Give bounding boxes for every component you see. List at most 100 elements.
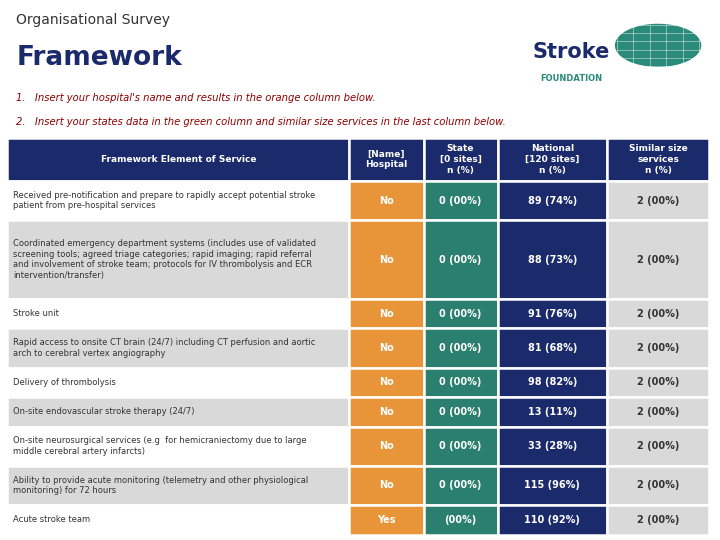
Bar (7, 466, 349, 505)
Bar (349, 427, 423, 466)
Text: Similar size
services
n (%): Similar size services n (%) (629, 144, 688, 174)
Text: Stroke: Stroke (533, 42, 611, 62)
Text: 0 (00%): 0 (00%) (439, 254, 482, 265)
Text: On-site neurosurgical services (e.g  for hemicraniectomy due to large
middle cer: On-site neurosurgical services (e.g for … (13, 436, 307, 456)
Text: No: No (379, 407, 394, 417)
Bar (498, 328, 607, 368)
Bar (498, 505, 607, 535)
Bar (607, 138, 709, 181)
Text: 2 (00%): 2 (00%) (637, 254, 679, 265)
Ellipse shape (615, 24, 701, 67)
Bar (607, 181, 709, 220)
Bar (7, 299, 349, 328)
Bar (607, 466, 709, 505)
Bar (349, 368, 423, 397)
Bar (7, 220, 349, 299)
Bar (607, 328, 709, 368)
Bar (607, 505, 709, 535)
Bar (349, 181, 423, 220)
Text: 2 (00%): 2 (00%) (637, 407, 679, 417)
Text: 0 (00%): 0 (00%) (439, 195, 482, 206)
Text: 89 (74%): 89 (74%) (528, 195, 577, 206)
Text: 81 (68%): 81 (68%) (528, 343, 577, 353)
Text: 13 (11%): 13 (11%) (528, 407, 577, 417)
Bar (423, 505, 498, 535)
Text: Rapid access to onsite CT brain (24/7) including CT perfusion and aortic
arch to: Rapid access to onsite CT brain (24/7) i… (13, 338, 315, 358)
Text: National
[120 sites]
n (%): National [120 sites] n (%) (525, 144, 580, 174)
Text: No: No (379, 195, 394, 206)
Text: Received pre-notification and prepare to rapidly accept potential stroke
patient: Received pre-notification and prepare to… (13, 191, 315, 211)
Text: 33 (28%): 33 (28%) (528, 441, 577, 451)
Bar (607, 299, 709, 328)
Text: 91 (76%): 91 (76%) (528, 308, 577, 319)
Bar (349, 220, 423, 299)
Bar (607, 368, 709, 397)
Text: [Name]
Hospital: [Name] Hospital (365, 150, 408, 169)
Text: 2 (00%): 2 (00%) (637, 195, 679, 206)
Bar (498, 368, 607, 397)
Bar (498, 181, 607, 220)
Text: Stroke unit: Stroke unit (13, 309, 59, 318)
Bar (349, 299, 423, 328)
Text: 0 (00%): 0 (00%) (439, 308, 482, 319)
Bar (423, 397, 498, 427)
Bar (423, 328, 498, 368)
Bar (7, 368, 349, 397)
Text: 1.   Insert your hospital's name and results in the orange column below.: 1. Insert your hospital's name and resul… (16, 93, 375, 103)
Text: Framework Element of Service: Framework Element of Service (101, 155, 256, 164)
Bar (349, 397, 423, 427)
Bar (423, 220, 498, 299)
Bar (7, 427, 349, 466)
Text: 2 (00%): 2 (00%) (637, 481, 679, 490)
Bar (7, 181, 349, 220)
Bar (607, 427, 709, 466)
Text: 2 (00%): 2 (00%) (637, 515, 679, 525)
Bar (423, 138, 498, 181)
Text: 2 (00%): 2 (00%) (637, 308, 679, 319)
Text: 98 (82%): 98 (82%) (528, 377, 577, 387)
Bar (423, 181, 498, 220)
Text: Acute stroke team: Acute stroke team (13, 515, 90, 524)
Text: On-site endovascular stroke therapy (24/7): On-site endovascular stroke therapy (24/… (13, 407, 194, 416)
Bar (349, 505, 423, 535)
Text: Coordinated emergency department systems (includes use of validated
screening to: Coordinated emergency department systems… (13, 239, 316, 280)
Text: 110 (92%): 110 (92%) (524, 515, 580, 525)
Bar (349, 328, 423, 368)
Text: 115 (96%): 115 (96%) (524, 481, 580, 490)
Bar (423, 299, 498, 328)
Text: 0 (00%): 0 (00%) (439, 343, 482, 353)
Text: (00%): (00%) (444, 515, 477, 525)
Bar (7, 505, 349, 535)
Text: 0 (00%): 0 (00%) (439, 407, 482, 417)
Text: Framework: Framework (16, 45, 182, 71)
Text: Ability to provide acute monitoring (telemetry and other physiological
monitorin: Ability to provide acute monitoring (tel… (13, 476, 308, 495)
Bar (349, 138, 423, 181)
Bar (349, 466, 423, 505)
Text: State
[0 sites]
n (%): State [0 sites] n (%) (440, 144, 482, 174)
Bar (498, 299, 607, 328)
Bar (498, 220, 607, 299)
Bar (498, 397, 607, 427)
Bar (498, 427, 607, 466)
Bar (423, 466, 498, 505)
Text: No: No (379, 441, 394, 451)
Bar (498, 138, 607, 181)
Bar (7, 138, 349, 181)
Text: Delivery of thrombolysis: Delivery of thrombolysis (13, 378, 116, 387)
Text: 0 (00%): 0 (00%) (439, 377, 482, 387)
Bar (498, 466, 607, 505)
Text: No: No (379, 254, 394, 265)
Bar (423, 427, 498, 466)
Text: 2 (00%): 2 (00%) (637, 441, 679, 451)
Bar (7, 397, 349, 427)
Text: Yes: Yes (377, 515, 396, 525)
Text: 2 (00%): 2 (00%) (637, 377, 679, 387)
Text: No: No (379, 343, 394, 353)
Text: 0 (00%): 0 (00%) (439, 481, 482, 490)
Text: FOUNDATION: FOUNDATION (541, 73, 603, 83)
Bar (7, 328, 349, 368)
Text: 0 (00%): 0 (00%) (439, 441, 482, 451)
Text: 2.   Insert your states data in the green column and similar size services in th: 2. Insert your states data in the green … (16, 117, 505, 127)
Text: Organisational Survey: Organisational Survey (16, 13, 170, 27)
Bar (423, 368, 498, 397)
